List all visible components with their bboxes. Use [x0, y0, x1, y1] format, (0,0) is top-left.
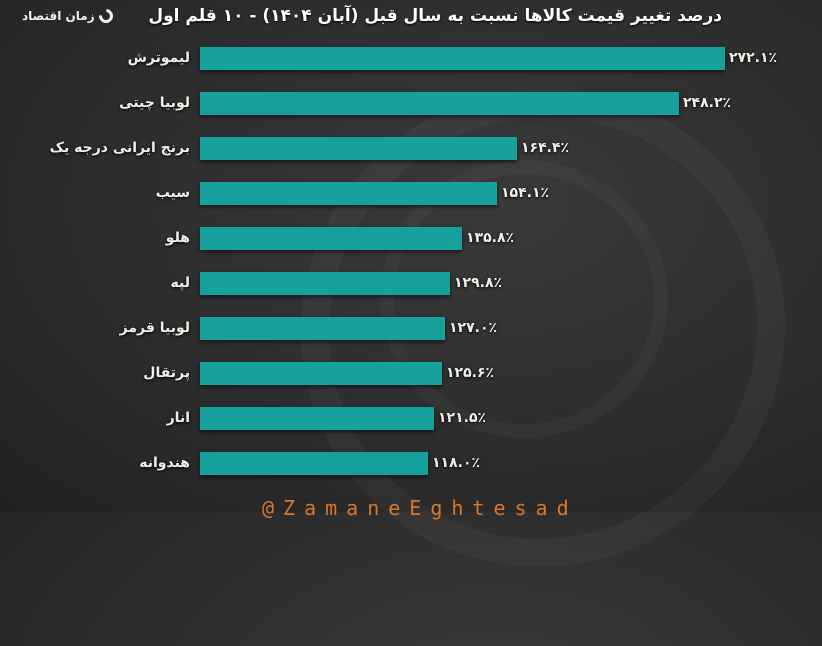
value-label: ۱۲۷.۰٪ — [449, 320, 498, 336]
brand-logo-icon — [95, 6, 116, 26]
category-label: لپه — [170, 275, 190, 291]
category-label: لیموترش — [127, 50, 190, 66]
value-label: ۲۴۸.۲٪ — [683, 95, 732, 111]
bar — [200, 92, 679, 115]
bar-row: پرتقال ۱۲۵.۶٪ — [0, 362, 822, 385]
value-label: ۱۲۱.۵٪ — [438, 410, 487, 426]
value-label: ۱۶۴.۴٪ — [521, 140, 570, 156]
bar — [200, 407, 434, 430]
bar-row: برنج ایرانی درجه یک ۱۶۴.۴٪ — [0, 137, 822, 160]
brand: زمان اقتصاد — [22, 6, 116, 26]
bar — [200, 182, 497, 205]
bar-row: لوبیا چیتی ۲۴۸.۲٪ — [0, 92, 822, 115]
bar — [200, 47, 725, 70]
category-label: برنج ایرانی درجه یک — [49, 140, 190, 156]
category-label: پرتقال — [143, 365, 190, 381]
value-label: ۱۱۸.۰٪ — [432, 455, 481, 471]
chart-title: درصد تغییر قیمت کالاها نسبت به سال قبل (… — [148, 6, 722, 26]
bar — [200, 137, 517, 160]
bar — [200, 227, 462, 250]
value-label: ۱۲۹.۸٪ — [454, 275, 503, 291]
value-label: ۲۷۲.۱٪ — [729, 50, 778, 66]
bar-row: انار ۱۲۱.۵٪ — [0, 407, 822, 430]
value-label: ۱۳۵.۸٪ — [466, 230, 515, 246]
value-label: ۱۲۵.۶٪ — [446, 365, 495, 381]
value-label: ۱۵۴.۱٪ — [501, 185, 550, 201]
header: زمان اقتصاد درصد تغییر قیمت کالاها نسبت … — [0, 0, 822, 38]
category-label: هلو — [165, 230, 190, 246]
brand-name: زمان اقتصاد — [22, 9, 95, 23]
category-label: لوبیا چیتی — [119, 95, 190, 111]
bar — [200, 362, 442, 385]
footer-handle: @ZamaneEghtesad — [262, 496, 578, 520]
bar — [200, 317, 445, 340]
category-label: لوبیا قرمز — [119, 320, 190, 336]
bar-row: سیب ۱۵۴.۱٪ — [0, 182, 822, 205]
bar-row: هلو ۱۳۵.۸٪ — [0, 227, 822, 250]
category-label: سیب — [155, 185, 190, 201]
bar-row: هندوانه ۱۱۸.۰٪ — [0, 452, 822, 475]
bar — [200, 272, 450, 295]
category-label: هندوانه — [139, 455, 190, 471]
bar-row: لوبیا قرمز ۱۲۷.۰٪ — [0, 317, 822, 340]
bar — [200, 452, 428, 475]
bar-row: لپه ۱۲۹.۸٪ — [0, 272, 822, 295]
category-label: انار — [166, 410, 190, 426]
bar-row: لیموترش ۲۷۲.۱٪ — [0, 47, 822, 70]
